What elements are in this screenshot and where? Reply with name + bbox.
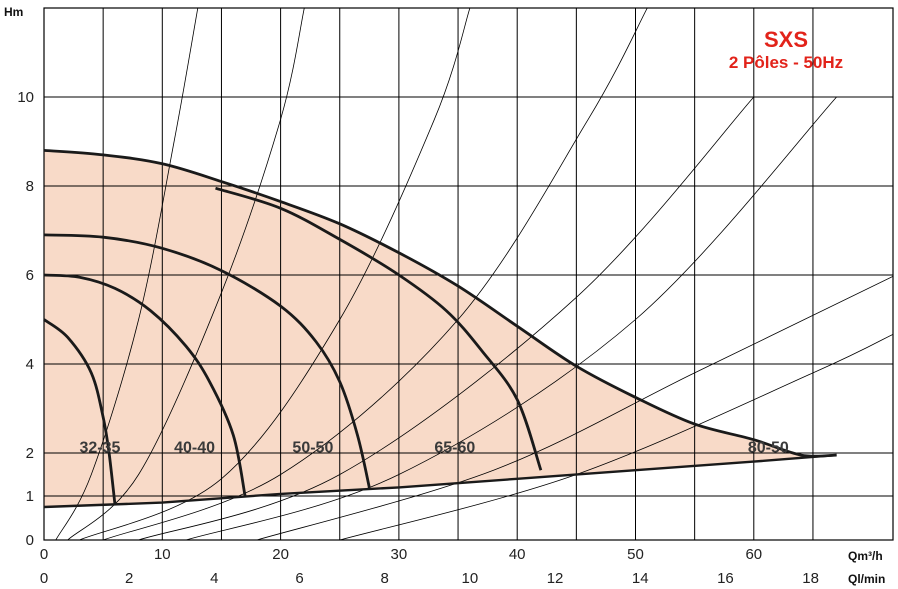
y-tick-label: 0: [26, 532, 34, 549]
operating-envelope: [44, 150, 837, 507]
x-secondary-tick-label: 4: [210, 570, 218, 587]
y-tick-label: 6: [26, 267, 34, 284]
chart-subtitle: 2 Pôles - 50Hz: [729, 53, 843, 72]
x-axis-label-secondary: Ql/min: [848, 572, 885, 586]
series-label-80-50: 80-50: [748, 440, 789, 457]
x-secondary-tick-label: 12: [547, 570, 564, 587]
x-secondary-tick-label: 8: [381, 570, 389, 587]
x-secondary-tick-label: 0: [40, 570, 48, 587]
x-tick-label: 10: [154, 546, 171, 563]
series-label-32-35: 32-35: [79, 440, 120, 457]
pump-curve-50-50: [43, 233, 371, 488]
x-tick-label: 30: [391, 546, 408, 563]
system-curve: [256, 275, 893, 540]
system-curve: [339, 333, 893, 540]
pump-curve-32-35: [43, 318, 117, 505]
series-label-50-50: 50-50: [292, 440, 333, 457]
x-secondary-tick-label: 14: [632, 570, 649, 587]
x-secondary-tick-label: 10: [462, 570, 479, 587]
system-curve: [138, 96, 755, 540]
system-curve: [79, 8, 471, 540]
system-curve: [67, 8, 305, 540]
x-tick-label: 0: [40, 546, 48, 563]
y-tick-label: 2: [26, 445, 34, 462]
system-curve: [103, 8, 648, 540]
x-tick-label: 40: [509, 546, 526, 563]
x-secondary-tick-label: 18: [802, 570, 819, 587]
x-tick-label: 20: [272, 546, 289, 563]
system-curve: [55, 8, 199, 540]
series-label-40-40: 40-40: [174, 440, 215, 457]
x-secondary-tick-label: 2: [125, 570, 133, 587]
x-secondary-tick-label: 6: [295, 570, 303, 587]
y-tick-label: 4: [26, 356, 34, 373]
pump-curve-65-60: [215, 186, 543, 471]
y-tick-label: 1: [26, 488, 34, 505]
system-curve: [185, 96, 837, 540]
envelope-top-curve: [43, 149, 837, 458]
series-label-65-60: 65-60: [434, 440, 475, 457]
pump-curve-40-40: [43, 273, 247, 497]
y-tick-label: 10: [17, 89, 34, 106]
envelope-bottom-line: [43, 453, 837, 509]
y-tick-label: 8: [26, 178, 34, 195]
y-axis-label: Hm: [4, 5, 23, 19]
x-axis-label: Qm³/h: [848, 549, 883, 563]
plot-frame: [43, 7, 894, 541]
x-tick-label: 60: [745, 546, 762, 563]
chart-title: SXS: [764, 27, 808, 52]
x-secondary-tick-label: 16: [717, 570, 734, 587]
x-tick-label: 50: [627, 546, 644, 563]
